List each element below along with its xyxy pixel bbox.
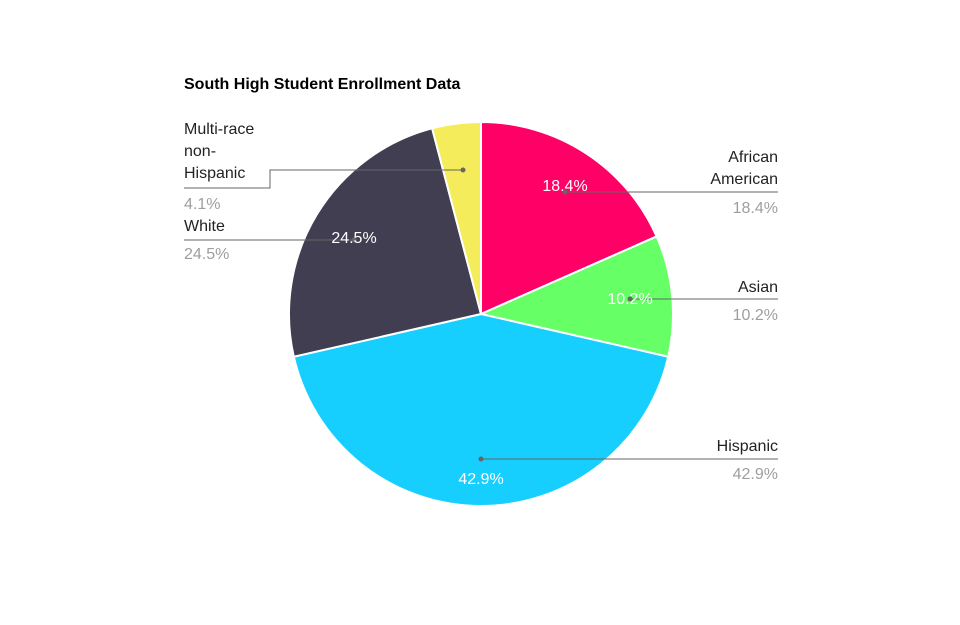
leader-lines-group (184, 167, 778, 462)
leader-dot-multi-race-non-hispanic (460, 167, 466, 173)
pie-slice-hispanic (292, 312, 670, 507)
category-value-multi-race-non-hispanic: 4.1% (184, 196, 220, 213)
category-value-hispanic: 42.9% (733, 466, 778, 483)
slice-value-label-white: 24.5% (331, 230, 376, 247)
leader-dot-white (351, 237, 357, 243)
category-label-multi-race-non-hispanic-line-2: non- (184, 143, 216, 160)
category-label-asian: Asian (738, 279, 778, 296)
category-label-multi-race-non-hispanic-line-1: Multi-race (184, 121, 254, 138)
leader-line-multi-race-non-hispanic (184, 169, 463, 189)
category-value-white: 24.5% (184, 246, 229, 263)
chart-title: South High Student Enrollment Data (184, 76, 461, 93)
slice-value-label-hispanic: 42.9% (458, 471, 503, 488)
slice-value-label-african-american: 18.4% (542, 178, 587, 195)
category-label-hispanic: Hispanic (717, 438, 778, 455)
labels-group: 18.4% African American 18.4% 10.2% Asian 10.2%… (184, 121, 778, 488)
leader-dot-african-american (562, 189, 568, 195)
leader-dot-asian (627, 296, 633, 302)
category-value-asian: 10.2% (733, 307, 778, 324)
category-label-multi-race-non-hispanic-line-3: Hispanic (184, 165, 245, 182)
leader-dot-hispanic (478, 456, 484, 462)
category-label-white: White (184, 218, 225, 235)
pie-slice-african-american (480, 120, 658, 316)
slice-value-label-asian: 10.2% (607, 291, 652, 308)
category-label-african-american-line-1: African (728, 149, 778, 166)
slices-group (288, 120, 674, 507)
category-value-african-american: 18.4% (733, 200, 778, 217)
category-label-african-american-line-2: American (710, 171, 778, 188)
pie-slice-asian (477, 235, 674, 358)
pie-slice-white (288, 127, 483, 358)
